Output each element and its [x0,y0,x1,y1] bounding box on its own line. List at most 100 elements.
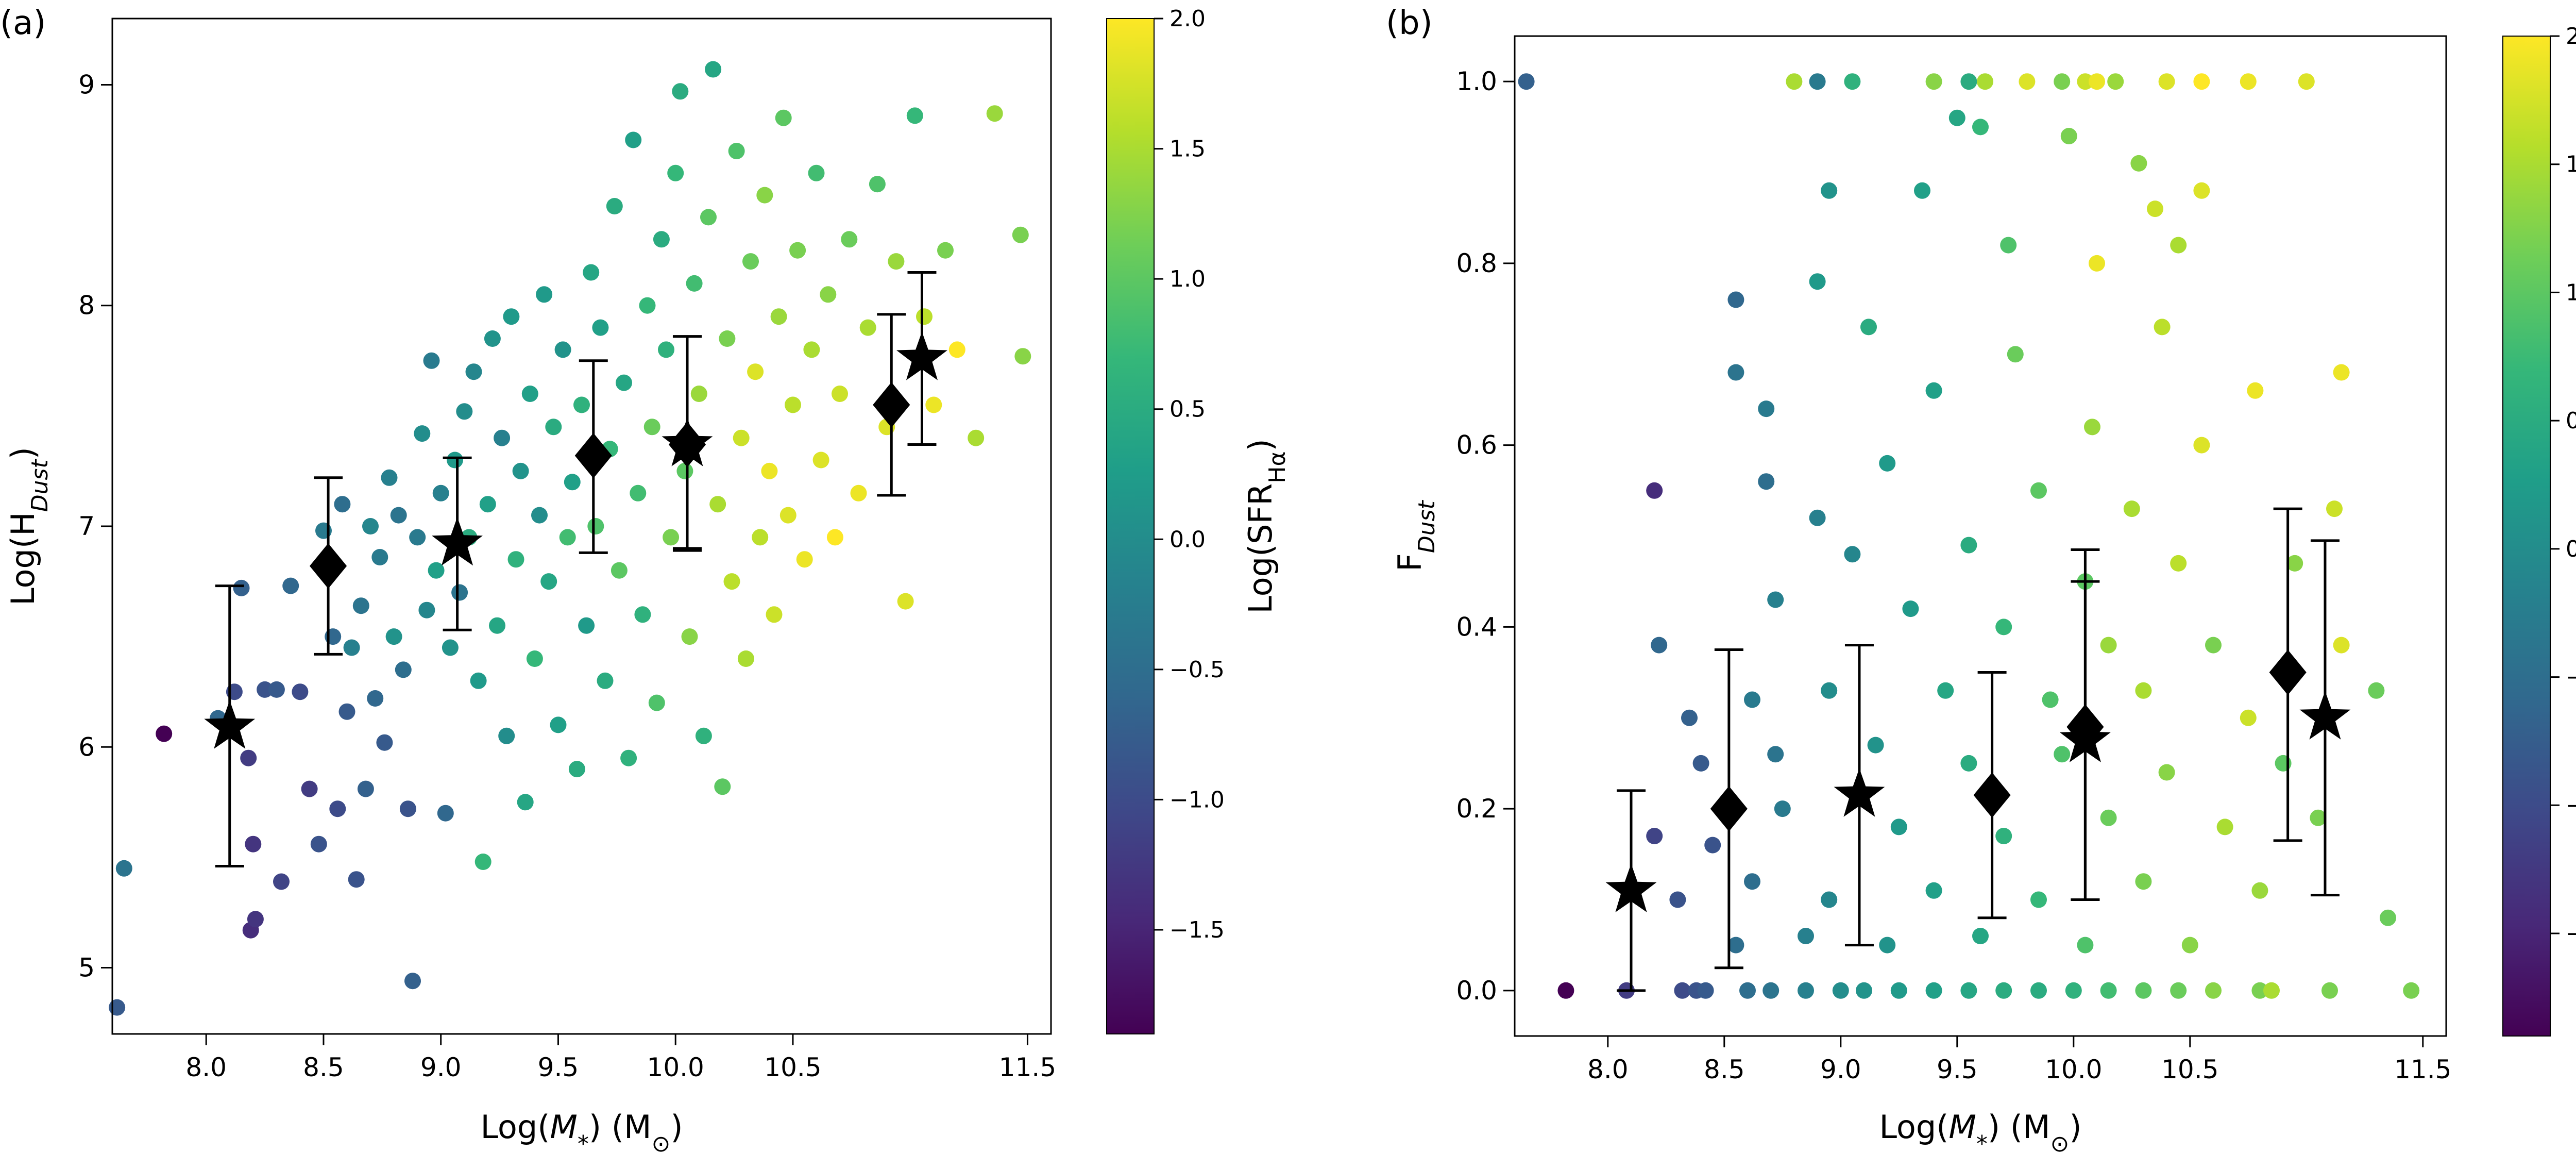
panel-b-markers [1605,507,2351,992]
panel-b-data-point [2240,73,2257,90]
panel-a-data-point [334,496,351,513]
panel-a-data-point [470,672,487,689]
panel-b-x-tick-label: 9.0 [1820,1055,1861,1084]
panel-a-data-point [906,107,923,124]
panel-a-data-point [559,529,576,546]
panel-b-data-point [2030,482,2047,499]
panel-b-data-point [2007,346,2024,363]
panel-b-data-point [2251,982,2268,999]
panel-b-data-point [1832,982,1849,999]
panel-a-data-point [812,452,829,469]
panel-a-data-point [395,661,412,678]
panel-a-colorbar-tick-label: −1.0 [1170,787,1225,813]
panel-b-data-point [2130,155,2147,172]
panel-b-diamond-marker [1710,786,1748,832]
panel-b-data-point [1518,73,1535,90]
panel-b-colorbar: −1.5−1.0−0.50.00.51.01.52.0 Log(SFRHα) [2502,23,2576,1037]
panel-b-x-tick-label: 8.0 [1587,1055,1629,1084]
panel-b-data-point [1557,982,1574,999]
panel-a-data-point [404,973,421,990]
panel-a-data-point [484,330,501,347]
panel-b-data-point [2100,637,2117,654]
panel-b-data-point [1809,73,1826,90]
panel-b-data-point [1727,937,1744,954]
panel-a-data-point [115,860,132,877]
panel-a-colorbar-label: Log(SFRHα) [1242,439,1291,613]
panel-b-data-point [2158,764,2175,781]
panel-a-data-point [517,794,534,811]
panel-a-data-point [376,734,393,751]
panel-a-data-point [737,650,754,667]
panel-b-data-point [1977,73,1993,90]
panel-b-data-point [2247,382,2264,399]
panel-a-diamond-marker [873,382,910,428]
panel-a-data-point [399,800,416,817]
panel-a-data-point [606,198,623,214]
panel-a-data-point [592,319,609,336]
panel-a-x-tick-label: 10.0 [647,1052,704,1082]
panel-b-y-tick-label: 0.8 [1456,248,1497,278]
panel-a-colorbar-tick-label: 1.0 [1170,266,1206,292]
panel-a-data-point [545,419,562,436]
panel-b-data-point [2403,982,2420,999]
panel-b-data-point [1890,982,1907,999]
panel-b-diamond-marker [2269,649,2307,695]
panel-a-data-point [451,584,468,601]
panel-a-data-point [156,725,173,742]
panel-a-points [109,61,1031,1016]
panel-a-data-point [362,518,379,534]
panel-a-x-tick-label: 9.5 [538,1052,579,1082]
panel-a-data-point [733,429,750,446]
panel-b-data-point [1727,291,1744,308]
panel-b-colorbar-tick-label: 0.5 [2566,408,2576,434]
panel-b-data-point [2060,128,2077,144]
panel-b-star-marker [1834,768,1885,817]
panel-a-data-point [832,386,848,402]
panel-b-x-tick-label: 11.5 [2394,1055,2451,1084]
panel-a-data-point [789,242,806,259]
panel-b-data-point [1646,828,1663,844]
panel-a-data-point [634,606,651,623]
panel-a-data-point [474,854,492,870]
panel-a-data-point [245,835,262,853]
panel-b-data-point [1995,982,2012,999]
panel-a: (a) 8.0 8.5 9.0 9.5 10.0 10.5 11.5 5 6 7 8 9 Log(M… [0,4,1291,1153]
panel-b-data-point [2193,73,2210,90]
panel-b-data-point [2054,73,2071,90]
panel-a-y-tick-label: 5 [78,953,95,983]
panel-b-data-point [1925,73,1942,90]
panel-a-data-point [357,780,374,797]
panel-a-data-point [428,562,445,579]
panel-b-x-axis-label: Log(M*) (M⊙) [1879,1108,2081,1153]
panel-b-data-point [1960,73,1977,90]
panel-b-data-point [1925,382,1942,399]
panel-b-data-point [2380,909,2396,926]
panel-b-data-point [1681,709,1698,726]
panel-a-data-point [648,694,665,711]
panel-b-data-point [1914,182,1930,199]
panel-b-data-point [1727,364,1744,381]
panel-b-data-point [2100,809,2117,826]
panel-b-data-point [2042,691,2059,708]
panel-a-data-point [616,374,632,391]
panel-a-data-point [723,573,740,590]
panel-b-data-point [2240,709,2257,726]
panel-b-data-point [2147,200,2163,218]
panel-b-data-point [2263,982,2280,999]
panel-b-data-point [1879,455,1896,472]
panel-a-data-point [282,577,299,594]
panel-b-data-point [1948,109,1965,126]
panel-b-data-point [1809,509,1826,526]
panel-b-data-point [1879,937,1896,954]
panel-a-data-point [418,601,435,619]
panel-a-data-point [564,474,581,491]
panel-b-data-point [1646,482,1663,499]
panel-b-x-tick-label: 10.5 [2161,1055,2218,1084]
panel-a-data-point [447,452,463,469]
panel-b-y-tick-label: 1.0 [1456,66,1497,96]
panel-a-data-point [820,286,837,303]
panel-b-data-point [2065,982,2082,999]
panel-b-data-point [1960,537,1977,554]
panel-a-data-point [658,341,674,358]
panel-a-data-point [968,429,985,446]
